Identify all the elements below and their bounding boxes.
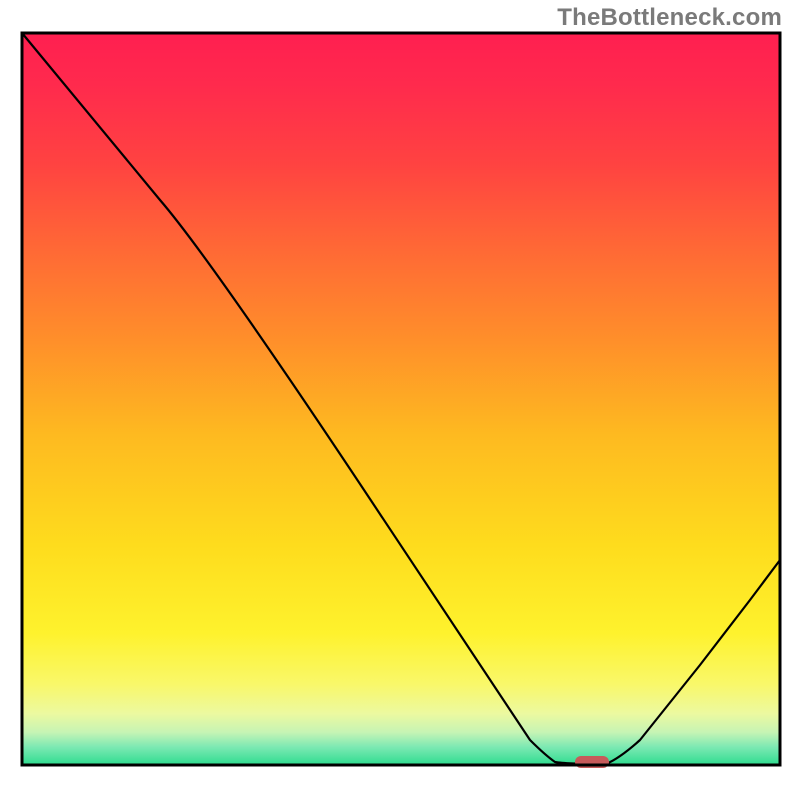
bottleneck-chart [0,0,800,800]
plot-background [22,33,780,765]
chart-container: TheBottleneck.com [0,0,800,800]
